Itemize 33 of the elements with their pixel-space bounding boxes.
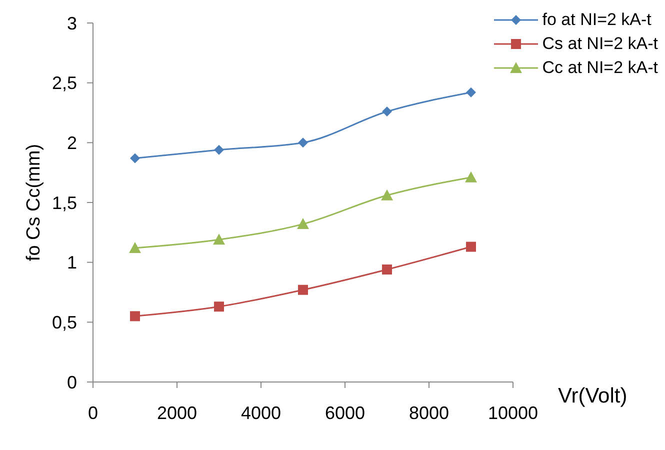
x-tick-label: 6000	[324, 402, 366, 423]
x-axis-title: Vr(Volt)	[558, 384, 628, 408]
y-tick-label: 0	[66, 372, 77, 392]
point	[130, 153, 140, 164]
legend-label: Cc at NI=2 kA-t	[542, 58, 658, 78]
point	[130, 311, 140, 322]
point	[129, 242, 141, 253]
y-tick-label: 2,5	[52, 73, 77, 94]
point	[382, 106, 392, 117]
y-axis-title: fo Cs Cc(mm)	[24, 144, 45, 262]
y-tick-label: 0,5	[52, 312, 77, 333]
point	[381, 189, 393, 200]
point	[297, 218, 309, 230]
point	[298, 138, 308, 148]
y-tick-label: 1	[66, 252, 77, 273]
point	[466, 87, 476, 98]
y-tick-label: 3	[66, 13, 77, 34]
point	[298, 284, 308, 295]
point	[465, 171, 477, 182]
y-tick-label: 1,5	[52, 192, 77, 213]
legend-label: fo at NI=2 kA-t	[542, 10, 652, 30]
point	[466, 242, 476, 252]
x-tick-label: 8000	[408, 402, 450, 423]
point	[382, 264, 392, 275]
x-tick-label: 2000	[156, 402, 198, 423]
x-tick-label: 0	[88, 402, 98, 423]
legend-label: Cs at NI=2 kA-t	[542, 34, 658, 54]
point	[213, 234, 225, 245]
y-tick-label: 2	[66, 133, 77, 154]
point	[214, 144, 224, 155]
x-tick-label: 4000	[240, 402, 282, 423]
point	[214, 302, 224, 312]
x-tick-label: 10000	[488, 402, 538, 423]
